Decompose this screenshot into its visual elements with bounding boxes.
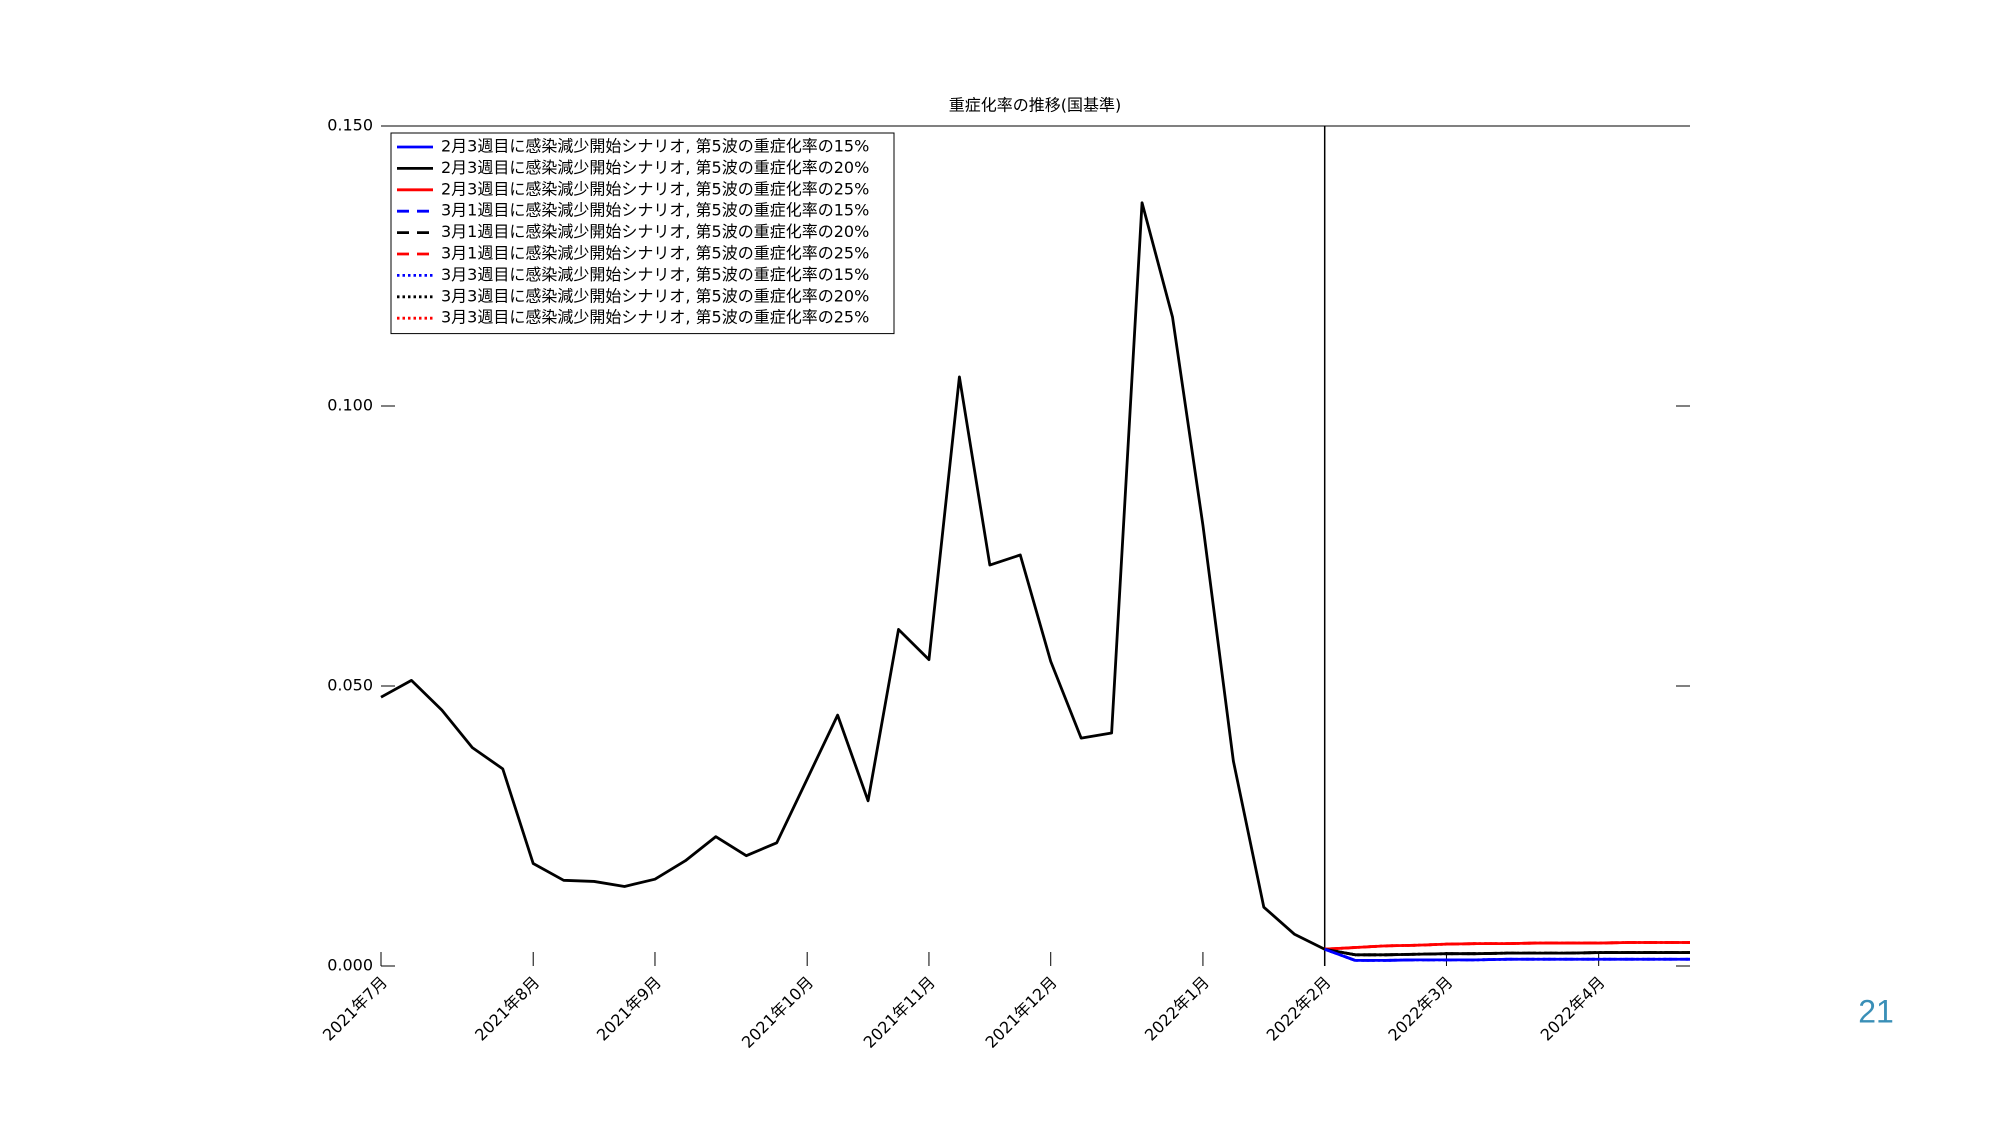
legend-label: 3月1週目に感染減少開始シナリオ, 第5波の重症化率の25% <box>441 244 869 263</box>
legend-label: 3月1週目に感染減少開始シナリオ, 第5波の重症化率の15% <box>441 201 869 220</box>
x-tick-label: 2022年2月 <box>1263 973 1335 1045</box>
series-line <box>1324 941 1690 951</box>
x-tick-label: 2022年4月 <box>1537 973 1609 1045</box>
legend-label: 2月3週目に感染減少開始シナリオ, 第5波の重症化率の20% <box>441 158 869 177</box>
x-tick-label: 2021年8月 <box>471 973 543 1045</box>
page-number: 21 <box>1858 993 1894 1029</box>
y-tick-label: 0.000 <box>327 956 373 975</box>
x-tick-label: 2022年1月 <box>1141 973 1213 1045</box>
series-line <box>380 201 1326 951</box>
y-tick-label: 0.050 <box>327 676 373 695</box>
series-line <box>1324 947 1690 957</box>
y-tick-label: 0.150 <box>327 116 373 135</box>
legend-label: 3月3週目に感染減少開始シナリオ, 第5波の重症化率の15% <box>441 265 869 284</box>
legend-label: 2月3週目に感染減少開始シナリオ, 第5波の重症化率の25% <box>441 179 869 198</box>
x-tick-label: 2022年3月 <box>1384 973 1456 1045</box>
x-tick-label: 2021年7月 <box>319 973 391 1045</box>
x-tick-label: 2021年11月 <box>860 973 939 1052</box>
legend-label: 3月1週目に感染減少開始シナリオ, 第5波の重症化率の20% <box>441 222 869 241</box>
legend-label: 3月3週目に感染減少開始シナリオ, 第5波の重症化率の25% <box>441 308 869 327</box>
legend-label: 3月3週目に感染減少開始シナリオ, 第5波の重症化率の20% <box>441 286 869 305</box>
legend-label: 2月3週目に感染減少開始シナリオ, 第5波の重症化率の15% <box>441 137 869 156</box>
y-tick-label: 0.100 <box>327 396 373 415</box>
x-tick-label: 2021年10月 <box>738 973 817 1052</box>
legend-box <box>390 132 895 335</box>
x-tick-label: 2021年12月 <box>981 973 1060 1052</box>
series-line <box>1324 947 1690 962</box>
chart-title: 重症化率の推移(国基準) <box>949 96 1122 115</box>
x-tick-label: 2021年9月 <box>593 973 665 1045</box>
